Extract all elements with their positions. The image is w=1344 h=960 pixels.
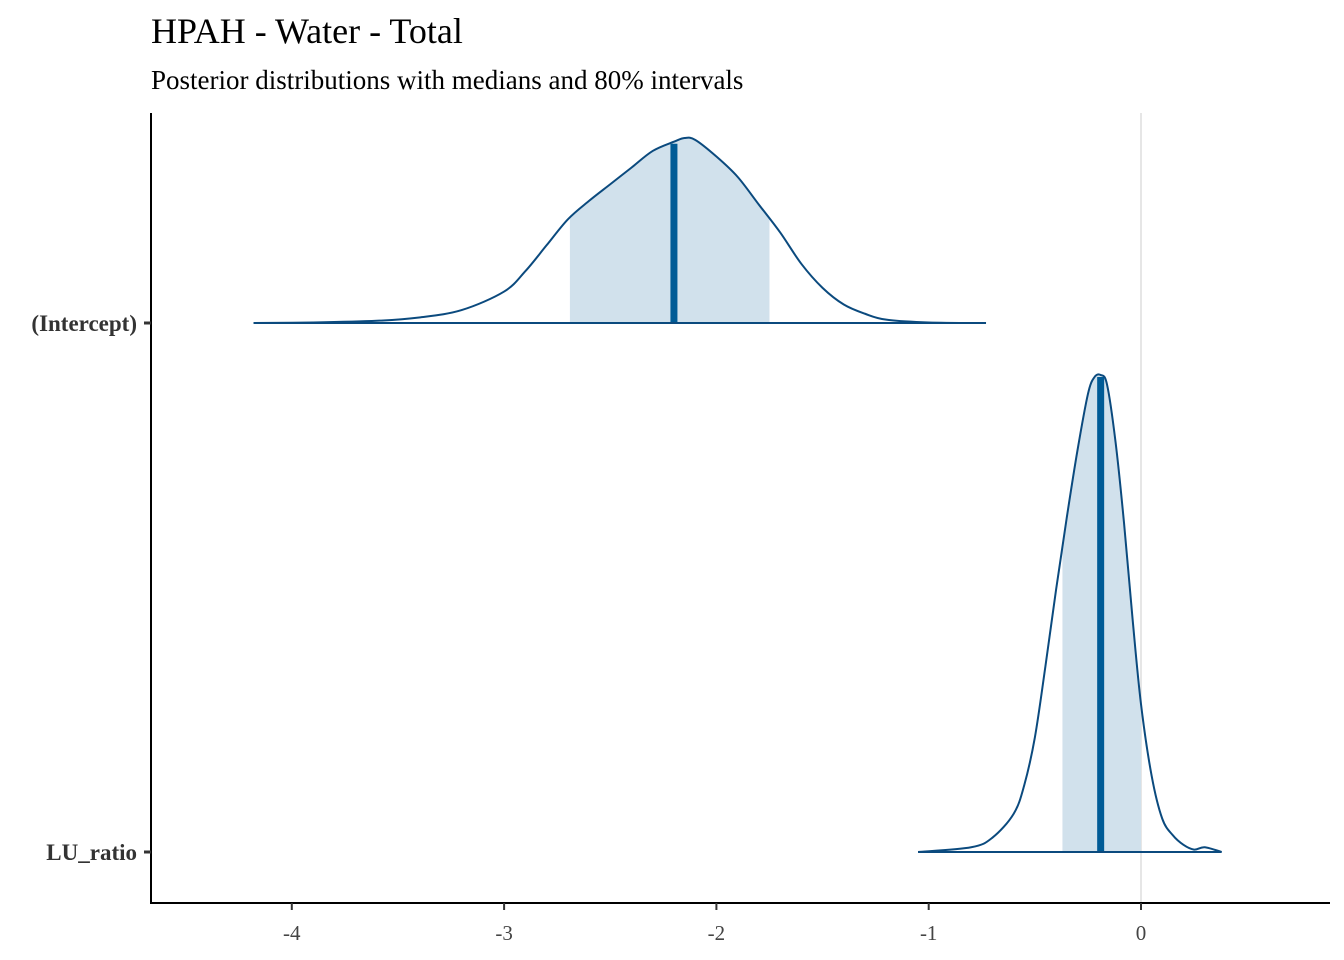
density-curve — [253, 136, 987, 324]
ridge-lu-ratio — [918, 373, 1222, 853]
density-curve — [918, 373, 1222, 853]
interval-80-area — [569, 137, 770, 323]
axis-layer: (Intercept) LU_ratio -4 -3 -2 -1 0 — [31, 113, 1330, 945]
chart-title: HPAH - Water - Total — [151, 11, 463, 51]
ridge-intercept — [253, 136, 987, 324]
x-tick-label: -4 — [283, 921, 301, 945]
x-tick-label: -3 — [495, 921, 513, 945]
y-tick-label: LU_ratio — [46, 840, 137, 865]
series-layer — [253, 136, 1222, 853]
y-tick-label: (Intercept) — [31, 311, 137, 336]
chart-subtitle: Posterior distributions with medians and… — [151, 65, 743, 95]
x-tick-label: 0 — [1136, 921, 1147, 945]
x-tick-label: -2 — [708, 921, 726, 945]
x-tick-label: -1 — [920, 921, 938, 945]
